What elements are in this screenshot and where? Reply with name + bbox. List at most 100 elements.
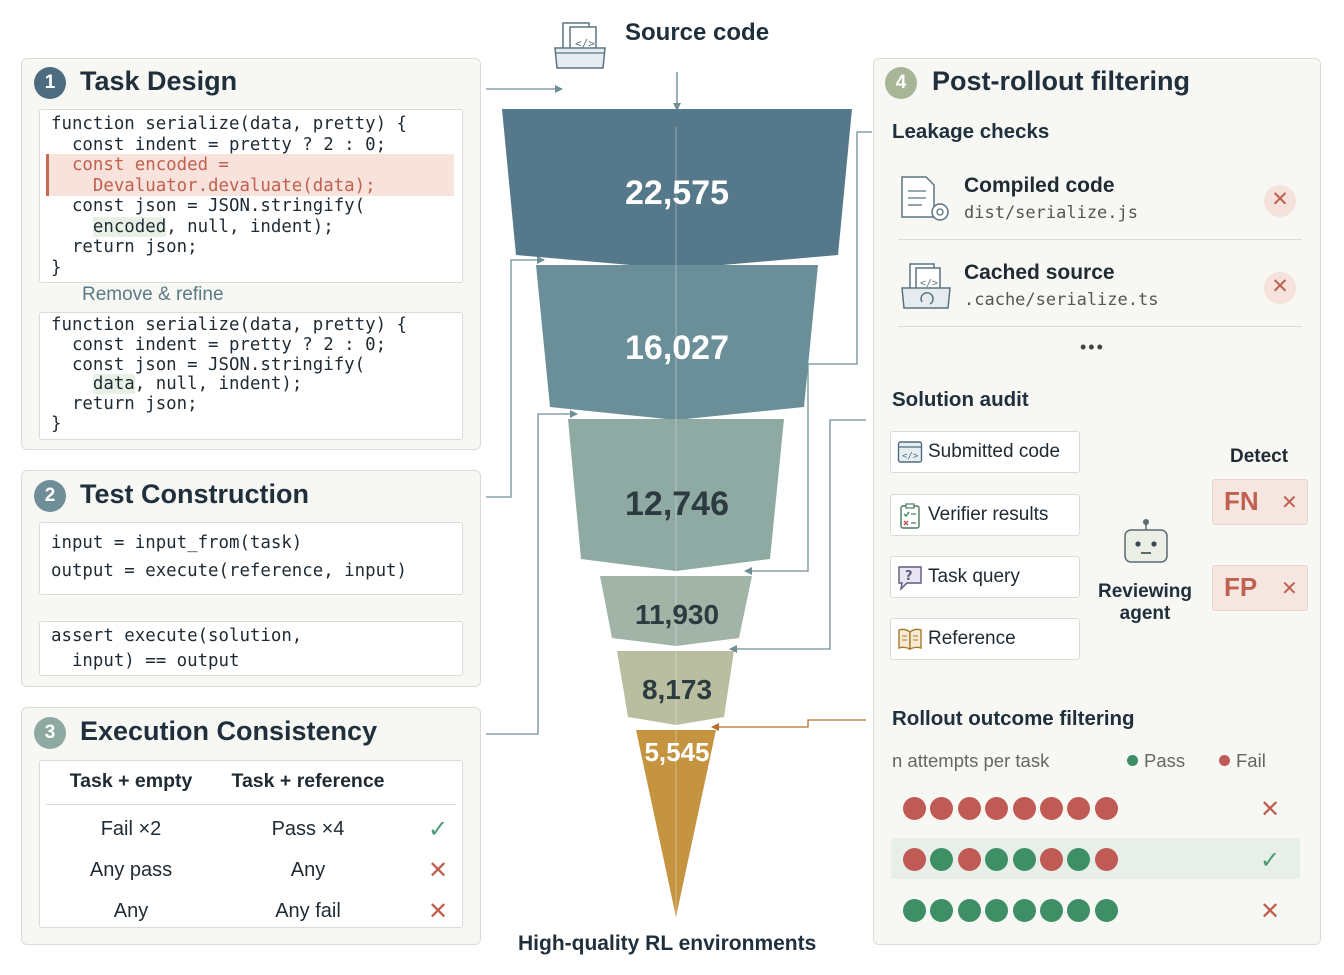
robot-icon [1124,519,1168,563]
check-icon: ✓ [428,816,449,843]
clipboard-check-icon [900,503,920,529]
col-header-reference: Task + reference [231,770,385,792]
pass-attempt-dot [930,848,954,871]
table-cell: Pass ×4 [271,818,345,840]
pass-attempt-dot [957,899,981,922]
fail-dot-icon [1219,755,1230,766]
leakage-fail-badge [1264,272,1296,304]
cached-folder-icon: </> [901,263,951,309]
step-number-3: 3 [34,717,66,749]
cached-source-path: .cache/serialize.ts [964,290,1159,310]
fail-attempt-dot [985,797,1009,820]
fail-attempt-dot [1012,797,1036,820]
false-positive-box: FP ✕ [1212,565,1308,611]
filter-funnel [500,109,852,917]
svg-text:</>: </> [575,37,595,50]
cross-icon: ✕ [1281,492,1298,514]
table-cell: Any [113,900,149,922]
funnel-stage-6 [636,730,716,917]
post-rollout-title: Post-rollout filtering [932,66,1190,96]
solution-audit-title: Solution audit [892,388,1029,411]
col-header-empty: Task + empty [69,770,193,792]
code-folder-icon: </> [554,22,606,69]
pass-attempt-dot [1012,899,1036,922]
funnel-stage-4 [600,576,752,646]
legend-fail: Fail [1219,750,1266,772]
cross-icon: ✕ [1271,188,1289,211]
pass-attempt-dot [930,899,954,922]
execution-consistency-title: Execution Consistency [80,716,378,746]
fail-attempt-dot [1039,848,1063,871]
cross-icon: ✕ [1260,796,1281,823]
task-design-title: Task Design [80,66,238,96]
step-number-4: 4 [885,67,917,99]
more-ellipsis: ••• [1080,337,1105,357]
task-query-input: ? Task query [890,556,1080,598]
table-cell: Any [290,859,326,881]
cross-icon: ✕ [428,898,449,925]
pass-attempt-dot [1094,899,1118,922]
check-icon: ✓ [1260,847,1281,874]
code-window-icon: </> [897,441,923,463]
pass-attempt-dot [1067,899,1091,922]
cached-source-label: Cached source [964,261,1115,284]
funnel-value-2: 16,027 [625,329,729,367]
funnel-value-5: 8,173 [641,674,713,705]
question-bubble-icon: ? [898,566,922,591]
test-gen-code-box [39,522,463,595]
leakage-checks-title: Leakage checks [892,120,1050,143]
compiled-file-icon [901,176,949,221]
refined-code: function serialize(data, pretty) { const… [51,315,407,434]
removed-lines-highlight [46,154,454,196]
table-cell: Any pass [89,859,173,881]
legend-pass: Pass [1127,750,1185,772]
book-icon [898,628,922,651]
reference-input: Reference [890,618,1080,660]
leakage-divider [898,326,1302,327]
original-code: function serialize(data, pretty) { const… [51,114,407,278]
false-negative-box: FN ✕ [1212,479,1308,525]
fail-attempt-dot [1094,848,1118,871]
test-construction-title: Test Construction [80,479,309,509]
verifier-results-input: Verifier results [890,494,1080,536]
svg-text:</>: </> [902,452,919,462]
fail-attempt-dot [930,797,954,820]
consistency-table [39,760,463,928]
rollout-outcome-title: Rollout outcome filtering [892,707,1135,730]
pass-attempt-dot [1012,848,1036,871]
fail-attempt-dot [903,848,926,871]
table-cell: Fail ×2 [100,818,162,840]
funnel-stage-2 [536,265,818,420]
funnel-value-1: 22,575 [625,174,729,212]
funnel-stage-5 [617,651,734,725]
svg-text:?: ? [905,569,913,584]
funnel-value-4: 11,930 [634,599,720,630]
compiled-code-path: dist/serialize.js [964,203,1138,223]
reviewing-agent-label: Reviewing agent [1098,581,1192,624]
source-code-title: Source code [625,19,770,46]
fail-attempt-dot [903,797,926,820]
fail-attempt-dot [957,848,981,871]
final-output-label: High-quality RL environments [518,932,817,955]
fail-attempt-dot [1094,797,1118,820]
table-cell: Any fail [275,900,341,922]
funnel-stage-1 [502,109,852,269]
funnel-stage-3 [568,419,784,571]
fail-attempt-dot [957,797,981,820]
step-number-1: 1 [34,67,66,99]
attempt-row-1 [903,797,1122,825]
pass-attempt-dot [1067,848,1091,871]
step-number-2: 2 [34,480,66,512]
fail-attempt-dot [1039,797,1063,820]
pass-attempt-dot [903,899,926,922]
attempt-row-2 [903,848,1122,876]
detect-title: Detect [1230,446,1289,467]
cross-icon: ✕ [428,857,449,884]
compiled-code-label: Compiled code [964,174,1115,197]
cross-icon: ✕ [1281,578,1298,600]
funnel-value-3: 12,746 [625,485,729,523]
assert-code: assert execute(solution, input) == outpu… [51,626,303,671]
submitted-code-input: </> Submitted code [890,431,1080,473]
attempts-subtitle: n attempts per task [892,750,1050,771]
leakage-divider [898,239,1302,240]
